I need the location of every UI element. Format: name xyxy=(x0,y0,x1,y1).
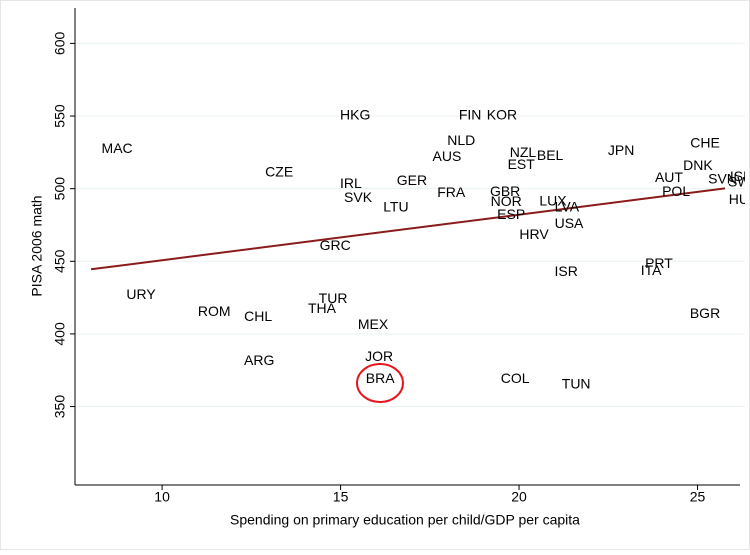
point-label: LUX xyxy=(539,192,567,208)
point-label: DNK xyxy=(683,157,713,173)
y-tick-label: 350 xyxy=(52,395,68,419)
point-label: JOR xyxy=(365,348,393,364)
y-tick-label: 500 xyxy=(52,177,68,201)
x-axis-title: Spending on primary education per child/… xyxy=(230,512,580,528)
point-label: AUS xyxy=(433,148,462,164)
point-label: CHE xyxy=(690,134,720,150)
point-label: LVA xyxy=(555,198,580,214)
point-label: COL xyxy=(501,370,530,386)
point-label: TUR xyxy=(319,290,348,306)
point-label: GBR xyxy=(490,183,520,199)
x-tick-label: 15 xyxy=(333,489,349,505)
point-label: NZL xyxy=(510,144,537,160)
point-label: SVK xyxy=(344,189,373,205)
point-label: JPN xyxy=(608,142,634,158)
x-tick-label: 20 xyxy=(511,489,527,505)
point-label: IRL xyxy=(340,175,362,191)
point-label: KOR xyxy=(487,107,517,123)
y-tick-label: 550 xyxy=(52,104,68,128)
point-label: HKG xyxy=(340,107,370,123)
point-label: THA xyxy=(308,300,337,316)
point-label: TUN xyxy=(562,375,591,391)
y-tick-label: 450 xyxy=(52,249,68,273)
point-label: BRA xyxy=(366,370,395,386)
point-label: ISR xyxy=(554,263,577,279)
point-label: BGR xyxy=(690,305,720,321)
point-label: BEL xyxy=(537,147,564,163)
grid xyxy=(75,42,745,408)
point-label: URY xyxy=(126,286,156,302)
point-label: GRC xyxy=(320,237,351,253)
x-tick-label: 25 xyxy=(690,489,706,505)
x-tick-label: 10 xyxy=(154,489,170,505)
point-label: MEX xyxy=(358,316,389,332)
y-axis-title: PISA 2006 math xyxy=(29,195,45,296)
point-label: FIN xyxy=(459,107,482,123)
point-label: ARG xyxy=(244,352,274,368)
fit-line xyxy=(90,187,726,271)
point-label: USA xyxy=(555,215,584,231)
point-label: CZE xyxy=(265,163,293,179)
y-tick-label: 400 xyxy=(52,322,68,346)
point-label: AUT xyxy=(655,169,683,185)
point-label: HRV xyxy=(519,226,549,242)
point-label: HUN xyxy=(729,191,750,207)
highlight-circle xyxy=(356,363,404,403)
point-label: ROM xyxy=(198,303,231,319)
y-tick-label: 600 xyxy=(52,32,68,56)
point-label: LTU xyxy=(383,198,408,214)
point-label: NOR xyxy=(491,193,522,209)
point-label: ESP xyxy=(497,206,525,222)
point-label: ITA xyxy=(641,262,662,278)
point-label: NLD xyxy=(447,132,475,148)
point-label: ISL xyxy=(730,168,750,184)
point-label: CHL xyxy=(244,308,272,324)
point-label: FRA xyxy=(437,184,466,200)
point-label: EST xyxy=(508,156,536,172)
point-label: PRT xyxy=(645,255,673,271)
point-label: MAC xyxy=(102,140,133,156)
point-label: POL xyxy=(662,183,690,199)
point-label: GER xyxy=(397,172,427,188)
point-label: SVN xyxy=(708,171,737,187)
point-label: SWE xyxy=(728,174,750,190)
